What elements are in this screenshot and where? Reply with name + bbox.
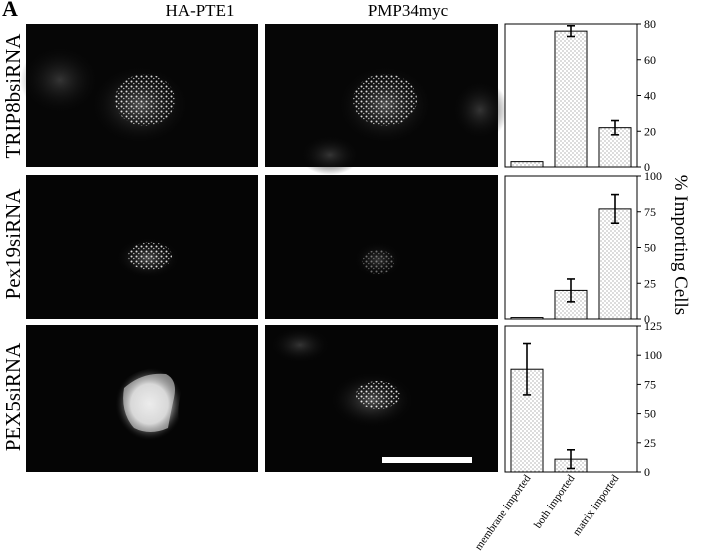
y-tick-label-pex19sirna-0: 0 bbox=[644, 312, 650, 326]
y-tick-label-trip8bsirna-0: 0 bbox=[644, 160, 650, 174]
y-tick-label-pex5sirna-100: 100 bbox=[644, 348, 662, 362]
y-tick-label-pex19sirna-75: 75 bbox=[644, 205, 656, 219]
y-axis-title: % Importing Cells bbox=[670, 174, 691, 316]
y-tick-label-pex19sirna-50: 50 bbox=[644, 241, 656, 255]
y-tick-label-trip8bsirna-80: 80 bbox=[644, 17, 656, 31]
bar-pex19sirna-0 bbox=[510, 317, 544, 320]
y-tick-label-pex5sirna-75: 75 bbox=[644, 377, 656, 391]
y-tick-label-pex5sirna-125: 125 bbox=[644, 319, 662, 333]
column-header-ha-pte1: HA-PTE1 bbox=[165, 1, 235, 20]
bar-pex19sirna-2 bbox=[598, 208, 632, 320]
scale-bar bbox=[382, 457, 472, 463]
y-tick-label-trip8bsirna-60: 60 bbox=[644, 53, 656, 67]
y-tick-label-pex19sirna-100: 100 bbox=[644, 169, 662, 183]
y-tick-label-pex5sirna-25: 25 bbox=[644, 436, 656, 450]
bar-trip8bsirna-0 bbox=[510, 161, 544, 168]
y-tick-label-pex5sirna-50: 50 bbox=[644, 407, 656, 421]
y-tick-label-pex5sirna-0: 0 bbox=[644, 465, 650, 479]
y-tick-label-pex19sirna-25: 25 bbox=[644, 276, 656, 290]
y-tick-label-trip8bsirna-40: 40 bbox=[644, 89, 656, 103]
y-tick-label-trip8bsirna-20: 20 bbox=[644, 124, 656, 138]
x-tick-label-1: both imported bbox=[532, 472, 578, 530]
bar-trip8bsirna-1 bbox=[554, 30, 588, 168]
panel-letter: A bbox=[2, 0, 18, 21]
column-header-pmp34myc: PMP34myc bbox=[367, 1, 449, 20]
x-tick-label-2: matrix imported bbox=[571, 472, 622, 538]
x-tick-label-0: membrane imported bbox=[473, 472, 534, 552]
